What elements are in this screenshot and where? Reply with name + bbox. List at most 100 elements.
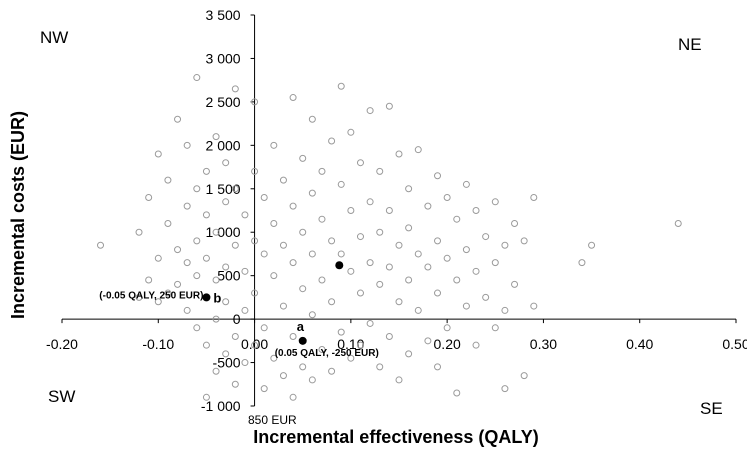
scatter-point xyxy=(318,276,326,284)
scatter-point xyxy=(376,228,384,236)
scatter-point xyxy=(183,306,191,314)
scatter-point xyxy=(279,176,287,184)
scatter-point xyxy=(385,102,393,110)
scatter-points xyxy=(97,74,682,401)
scatter-point xyxy=(202,211,210,219)
scatter-point xyxy=(578,259,586,267)
scatter-point xyxy=(279,241,287,249)
scatter-point xyxy=(366,198,374,206)
scatter-point xyxy=(520,372,528,380)
scatter-point xyxy=(482,233,490,241)
y-tick-label: 3 500 xyxy=(206,7,241,23)
scatter-point xyxy=(405,276,413,284)
scatter-point xyxy=(405,185,413,193)
scatter-point xyxy=(193,237,201,245)
scatter-point xyxy=(164,289,172,297)
highlight-point xyxy=(202,293,211,302)
scatter-point xyxy=(337,180,345,188)
scatter-point xyxy=(251,289,259,297)
scatter-point xyxy=(222,263,230,271)
scatter-point xyxy=(424,202,432,210)
scatter-point xyxy=(270,141,278,149)
scatter-point xyxy=(337,250,345,258)
scatter-point xyxy=(222,198,230,206)
scatter-point xyxy=(299,363,307,371)
scatter-point xyxy=(366,319,374,327)
quadrant-label-se: SE xyxy=(700,399,723,418)
scatter-point xyxy=(270,220,278,228)
scatter-point xyxy=(434,289,442,297)
scatter-point xyxy=(174,280,182,288)
scatter-point xyxy=(443,193,451,201)
scatter-point xyxy=(222,350,230,358)
x-tick-label: 0.40 xyxy=(626,336,653,352)
scatter-point xyxy=(135,293,143,301)
scatter-point xyxy=(328,298,336,306)
y-tick-label: 2 000 xyxy=(206,137,241,153)
y-tick-label: -500 xyxy=(213,355,241,371)
highlight-point-annotation: (0.05 QALY, -250 EUR) xyxy=(275,348,379,359)
scatter-point xyxy=(289,94,297,102)
scatter-point xyxy=(231,332,239,340)
scatter-point xyxy=(260,324,268,332)
scatter-point xyxy=(222,298,230,306)
quadrant-label-nw: NW xyxy=(40,28,68,47)
scatter-point xyxy=(588,241,596,249)
quadrant-label-ne: NE xyxy=(678,35,702,54)
scatter-point xyxy=(193,185,201,193)
scatter-point xyxy=(462,246,470,254)
y-tick-label: 2 500 xyxy=(206,94,241,110)
scatter-point xyxy=(289,332,297,340)
scatter-point xyxy=(289,259,297,267)
scatter-point xyxy=(308,376,316,384)
scatter-point xyxy=(279,372,287,380)
scatter-point xyxy=(299,285,307,293)
scatter-point xyxy=(376,280,384,288)
scatter-point xyxy=(434,237,442,245)
scatter-point xyxy=(530,302,538,310)
scatter-point xyxy=(222,159,230,167)
scatter-point xyxy=(395,298,403,306)
scatter-point xyxy=(511,280,519,288)
scatter-point xyxy=(241,211,249,219)
scatter-point xyxy=(395,376,403,384)
scatter-point xyxy=(385,332,393,340)
scatter-point xyxy=(260,250,268,258)
x-tick-label: 0.10 xyxy=(337,336,364,352)
scatter-point xyxy=(231,380,239,388)
scatter-point xyxy=(145,193,153,201)
scatter-point xyxy=(241,267,249,275)
scatter-point xyxy=(154,254,162,262)
x-tick-label: 0.00 xyxy=(241,336,268,352)
scatter-point xyxy=(424,263,432,271)
x-tick-label: -0.10 xyxy=(142,336,174,352)
scatter-point xyxy=(347,267,355,275)
scatter-point xyxy=(289,202,297,210)
scatter-point xyxy=(183,141,191,149)
scatter-point xyxy=(251,167,259,175)
highlight-point-annotation: (-0.05 QALY, 250 EUR) xyxy=(99,290,203,301)
scatter-point xyxy=(376,167,384,175)
scatter-point xyxy=(241,359,249,367)
scatter-point xyxy=(356,233,364,241)
y-axis-title: Incremental costs (EUR) xyxy=(8,111,28,319)
scatter-point xyxy=(405,224,413,232)
x-axis-title: Incremental effectiveness (QALY) xyxy=(253,427,538,447)
highlight-point-label: b xyxy=(213,290,221,305)
scatter-point xyxy=(231,85,239,93)
x-tick-label: -0.20 xyxy=(46,336,78,352)
scatter-point xyxy=(511,220,519,228)
scatter-point xyxy=(405,350,413,358)
scatter-point xyxy=(212,133,220,141)
scatter-point xyxy=(212,276,220,284)
scatter-point xyxy=(366,259,374,267)
scatter-point xyxy=(202,341,210,349)
scatter-point xyxy=(145,276,153,284)
scatter-point xyxy=(376,363,384,371)
scatter-point xyxy=(183,202,191,210)
scatter-point xyxy=(193,324,201,332)
y-tick-label: 1 000 xyxy=(206,224,241,240)
axes xyxy=(62,15,736,406)
scatter-point xyxy=(472,267,480,275)
scatter-point xyxy=(164,220,172,228)
